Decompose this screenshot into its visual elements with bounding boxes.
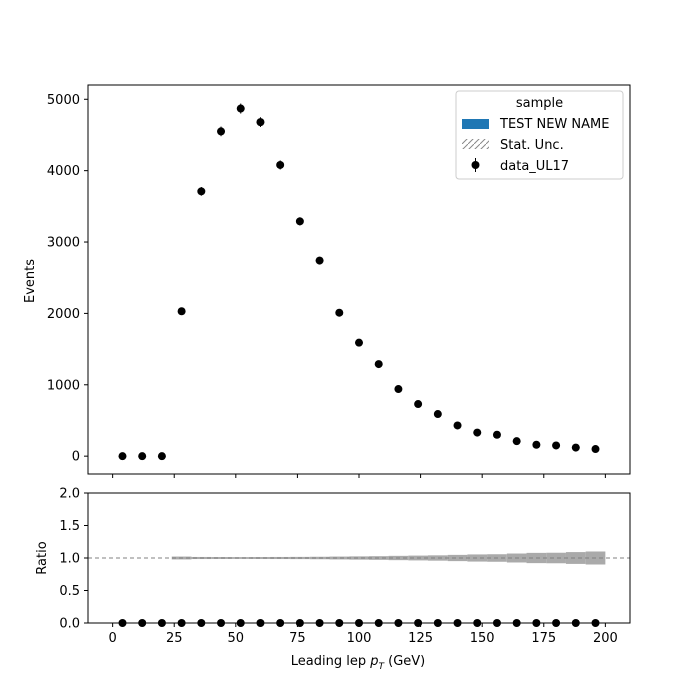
main-data-point	[355, 338, 363, 347]
legend-label-data: data_UL17	[500, 159, 569, 174]
x-axis-label-subscript: T	[378, 662, 385, 672]
main-data-point	[571, 443, 580, 452]
ratio-x-axis: 0 25 50 75 100 125 150 175 200	[108, 623, 618, 646]
x-tick-label: 125	[408, 631, 433, 646]
main-data-point	[394, 385, 403, 394]
ratio-y-tick-label: 0.5	[59, 584, 80, 599]
stat-unc-bin	[565, 552, 586, 564]
main-data-point	[492, 430, 501, 439]
main-panel: 0 1000 2000 3000 4000 5000 Events	[23, 84, 631, 478]
main-y-tick-label: 5000	[47, 93, 80, 108]
stat-unc-bin	[447, 554, 468, 562]
x-tick-label: 175	[531, 631, 556, 646]
main-data-point	[532, 440, 541, 449]
legend-label-test-new-name: TEST NEW NAME	[499, 117, 609, 132]
x-tick-label: 75	[289, 631, 306, 646]
main-y-tick-label: 2000	[47, 307, 80, 322]
stat-unc-bin	[546, 552, 566, 564]
x-tick-label: 0	[108, 631, 116, 646]
stat-unc-bin	[349, 556, 369, 560]
main-data-point	[414, 400, 423, 409]
main-data-point	[295, 217, 304, 226]
stat-unc-bin	[427, 555, 448, 561]
main-data-point	[217, 127, 226, 136]
ratio-y-axis-label: Ratio	[35, 541, 50, 574]
stat-unc-bin	[329, 556, 350, 560]
main-y-tick-label: 3000	[47, 236, 80, 251]
main-data-point	[157, 452, 166, 461]
legend-swatch-test-new-name	[462, 119, 489, 129]
main-data-point	[138, 452, 147, 461]
legend-frame	[455, 90, 624, 180]
legend-title: sample	[516, 96, 563, 111]
legend: sample TEST NEW NAME Stat. Unc. data_UL1…	[455, 90, 624, 180]
x-axis-label-symbol: p	[369, 654, 378, 669]
main-data-points	[118, 103, 600, 461]
legend-marker-data	[471, 158, 480, 172]
x-axis-label-unit: (GeV)	[384, 654, 425, 669]
ratio-panel: 0.0 0.5 1.0 1.5 2.0 0 25 50 75 100 125 150 175 200 R…	[35, 487, 631, 646]
x-tick-label: 25	[166, 631, 183, 646]
main-data-point	[118, 452, 127, 461]
main-y-axis-label: Events	[23, 259, 38, 303]
main-y-axis: 0 1000 2000 3000 4000 5000	[47, 93, 88, 465]
ratio-y-tick-label: 0.0	[59, 617, 80, 632]
x-axis-label-main: Leading lep	[291, 654, 370, 669]
main-data-point	[197, 187, 206, 196]
main-data-point	[512, 437, 521, 446]
ratio-y-tick-label: 2.0	[59, 487, 80, 502]
main-data-point	[315, 256, 324, 265]
main-data-point	[374, 360, 383, 369]
x-tick-label: 150	[470, 631, 495, 646]
main-data-point	[591, 445, 600, 454]
main-data-point	[335, 308, 344, 317]
legend-label-stat-unc: Stat. Unc.	[500, 138, 564, 153]
x-tick-label: 200	[593, 631, 618, 646]
main-data-point	[236, 104, 245, 113]
stat-unc-bin	[230, 557, 251, 559]
main-data-point	[433, 410, 442, 419]
main-data-point	[276, 160, 285, 169]
stat-unc-bin	[250, 557, 271, 559]
stat-unc-bin	[467, 554, 488, 562]
legend-swatch-stat-unc	[462, 139, 489, 149]
main-data-point	[256, 118, 265, 127]
main-y-tick-label: 1000	[47, 378, 80, 393]
main-data-point	[453, 421, 462, 430]
main-y-tick-label: 4000	[47, 164, 80, 179]
ratio-y-axis: 0.0 0.5 1.0 1.5 2.0	[59, 487, 88, 632]
main-x-axis	[112, 474, 606, 478]
ratio-y-tick-label: 1.0	[59, 552, 80, 567]
main-data-point	[177, 307, 186, 316]
ratio-y-tick-label: 1.5	[59, 519, 80, 534]
main-data-point	[473, 428, 482, 437]
x-axis-label: Leading lep pT (GeV)	[291, 654, 425, 672]
x-tick-label: 100	[347, 631, 372, 646]
main-y-tick-label: 0	[72, 450, 80, 465]
x-tick-label: 50	[228, 631, 245, 646]
main-data-point	[552, 441, 561, 450]
